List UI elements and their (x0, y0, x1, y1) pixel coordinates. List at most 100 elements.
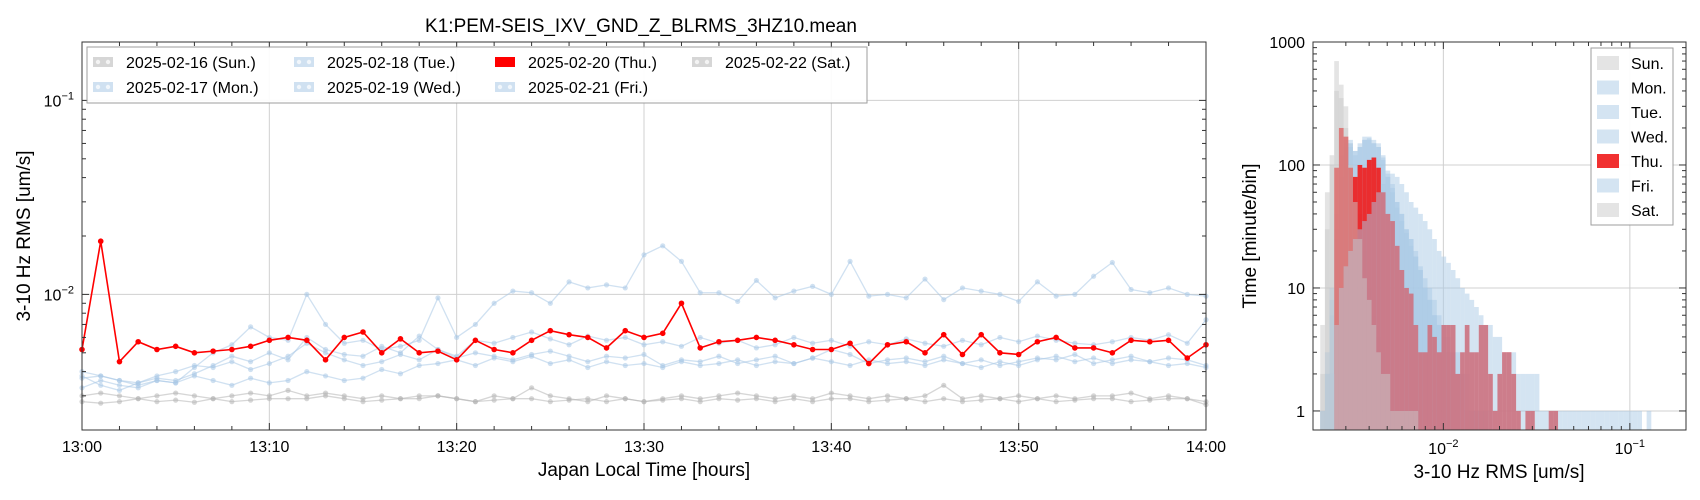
data-point (416, 393, 422, 399)
data-point (828, 390, 834, 396)
data-point (529, 329, 535, 335)
y-axis-label: Time [minute/bin] (1240, 163, 1261, 308)
data-point (135, 338, 141, 345)
histogram-bar (1581, 410, 1587, 430)
data-point (603, 337, 610, 343)
legend-label: 2025-02-16 (Sun.) (126, 55, 256, 72)
histogram-bar (1404, 410, 1409, 430)
data-point (453, 357, 460, 363)
data-point (98, 400, 104, 406)
histogram-bar (1432, 239, 1437, 430)
data-point (547, 393, 553, 399)
data-point (154, 346, 160, 353)
histogram-bar (1572, 410, 1577, 430)
histogram-bar (1497, 336, 1503, 430)
histogram-bar (1390, 410, 1395, 430)
legend-swatch (1597, 56, 1619, 70)
data-point (603, 282, 610, 288)
histogram-bar (1623, 410, 1628, 430)
data-point (322, 321, 329, 328)
data-point (229, 399, 235, 405)
histogram-bar (1371, 202, 1377, 430)
histogram-bar (1422, 221, 1428, 430)
legend-label: Sun. (1631, 56, 1664, 73)
data-point (379, 397, 385, 403)
data-point (248, 397, 254, 403)
data-point (341, 334, 348, 341)
histogram-bar (1558, 410, 1563, 430)
data-point (435, 393, 441, 399)
data-point (810, 283, 816, 289)
data-point (622, 285, 628, 291)
data-point (603, 399, 610, 405)
histogram-bar (1600, 410, 1605, 430)
data-point (866, 360, 872, 367)
histogram-bar (1366, 299, 1372, 430)
histogram-bar (1637, 410, 1642, 430)
data-point (360, 329, 366, 335)
data-point (884, 397, 891, 403)
data-point (1034, 338, 1041, 345)
data-point (941, 396, 947, 402)
data-point (341, 340, 347, 346)
legend-swatch (1597, 178, 1619, 193)
data-point (585, 359, 591, 365)
data-point (172, 343, 179, 350)
histogram-bar (1385, 373, 1391, 430)
histogram-bar (1394, 410, 1400, 430)
y-axis-ticks: 10−110−2 (44, 41, 1206, 431)
data-point (1072, 351, 1078, 358)
data-point (809, 346, 816, 353)
data-point (510, 334, 516, 341)
histogram-bar (1408, 202, 1414, 430)
data-point (1091, 355, 1097, 361)
data-point (229, 393, 235, 399)
data-point (1128, 399, 1134, 405)
x-tick-label-exponent: −2 (1446, 438, 1459, 450)
data-point (454, 334, 460, 341)
data-point (97, 238, 104, 245)
legend-swatch (1597, 105, 1619, 119)
data-point (1109, 360, 1115, 367)
data-point (510, 359, 516, 365)
legend-label: 2025-02-21 (Fri.) (528, 80, 648, 97)
data-point (1165, 337, 1172, 344)
data-point (641, 252, 647, 258)
histogram-bar (1525, 373, 1531, 430)
data-point (603, 359, 610, 365)
legend-label: 2025-02-18 (Tue.) (327, 55, 455, 72)
data-point (229, 353, 235, 359)
data-point (379, 359, 385, 365)
data-point (697, 290, 703, 296)
histogram-bar (1441, 256, 1447, 430)
data-point (622, 362, 628, 369)
data-point (716, 338, 722, 345)
data-point (191, 373, 197, 379)
legend-label: 2025-02-17 (Mon.) (126, 80, 259, 97)
data-point (98, 373, 104, 379)
data-point (978, 288, 984, 294)
data-point (941, 357, 947, 363)
data-point (772, 353, 778, 359)
data-point (360, 375, 366, 381)
data-point (659, 330, 666, 337)
data-point (922, 362, 928, 369)
data-point (697, 396, 703, 402)
histogram-bar (1539, 410, 1545, 430)
data-point (566, 353, 572, 359)
data-point (641, 360, 647, 367)
histogram-bar (1576, 410, 1582, 430)
data-point (1184, 340, 1190, 346)
data-point (1109, 349, 1116, 356)
data-point (753, 393, 760, 399)
histogram-series-6 (1320, 90, 1419, 431)
data-point (1165, 362, 1172, 369)
legend-marker (296, 84, 302, 90)
data-point (98, 382, 104, 388)
data-point (566, 342, 572, 348)
data-point (510, 396, 516, 402)
data-point (828, 359, 834, 365)
data-point (940, 331, 947, 338)
data-point (959, 285, 966, 291)
